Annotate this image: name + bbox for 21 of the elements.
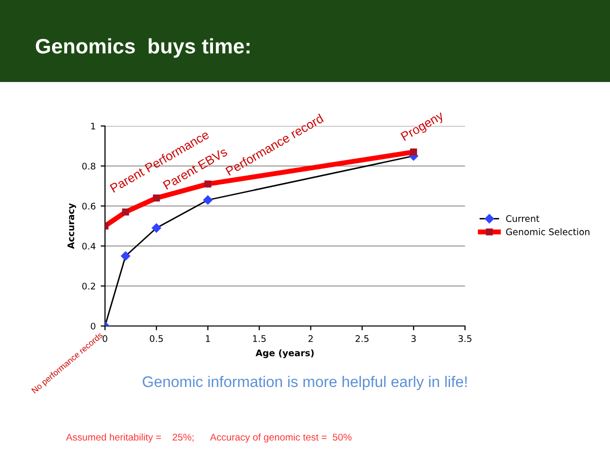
y-tick-label: 0.2 (82, 282, 96, 290)
x-tick-label: 1.5 (253, 335, 266, 342)
x-tick-label: 1 (206, 335, 210, 342)
y-tick-label: 1 (91, 122, 96, 130)
x-tick-label: 2 (308, 335, 313, 342)
x-tick-label: 2.5 (356, 335, 369, 342)
y-tick-label: 0.8 (82, 162, 96, 170)
x-tick-label: 3 (411, 335, 416, 342)
x-tick-label: 3.5 (458, 335, 472, 342)
y-tick-label: 0 (90, 322, 96, 330)
x-tick-label: 0.5 (150, 335, 163, 342)
legend-label: Current (506, 215, 540, 222)
y-axis-title: Accuracy (68, 203, 76, 249)
x-tick-label: 0 (102, 335, 108, 342)
text: Genomic information is more helpful early in life! (142, 376, 467, 390)
x-axis-title: Age (years) (256, 349, 314, 358)
text: Assumed heritability = 25%; Accuracy of genomic test = 50% (66, 433, 352, 443)
y-tick-label: 0.6 (82, 202, 96, 210)
chart-title: Genomics buys time: (36, 38, 250, 58)
y-tick-label: 0.4 (82, 242, 96, 250)
legend-label: Genomic Selection (506, 228, 590, 236)
